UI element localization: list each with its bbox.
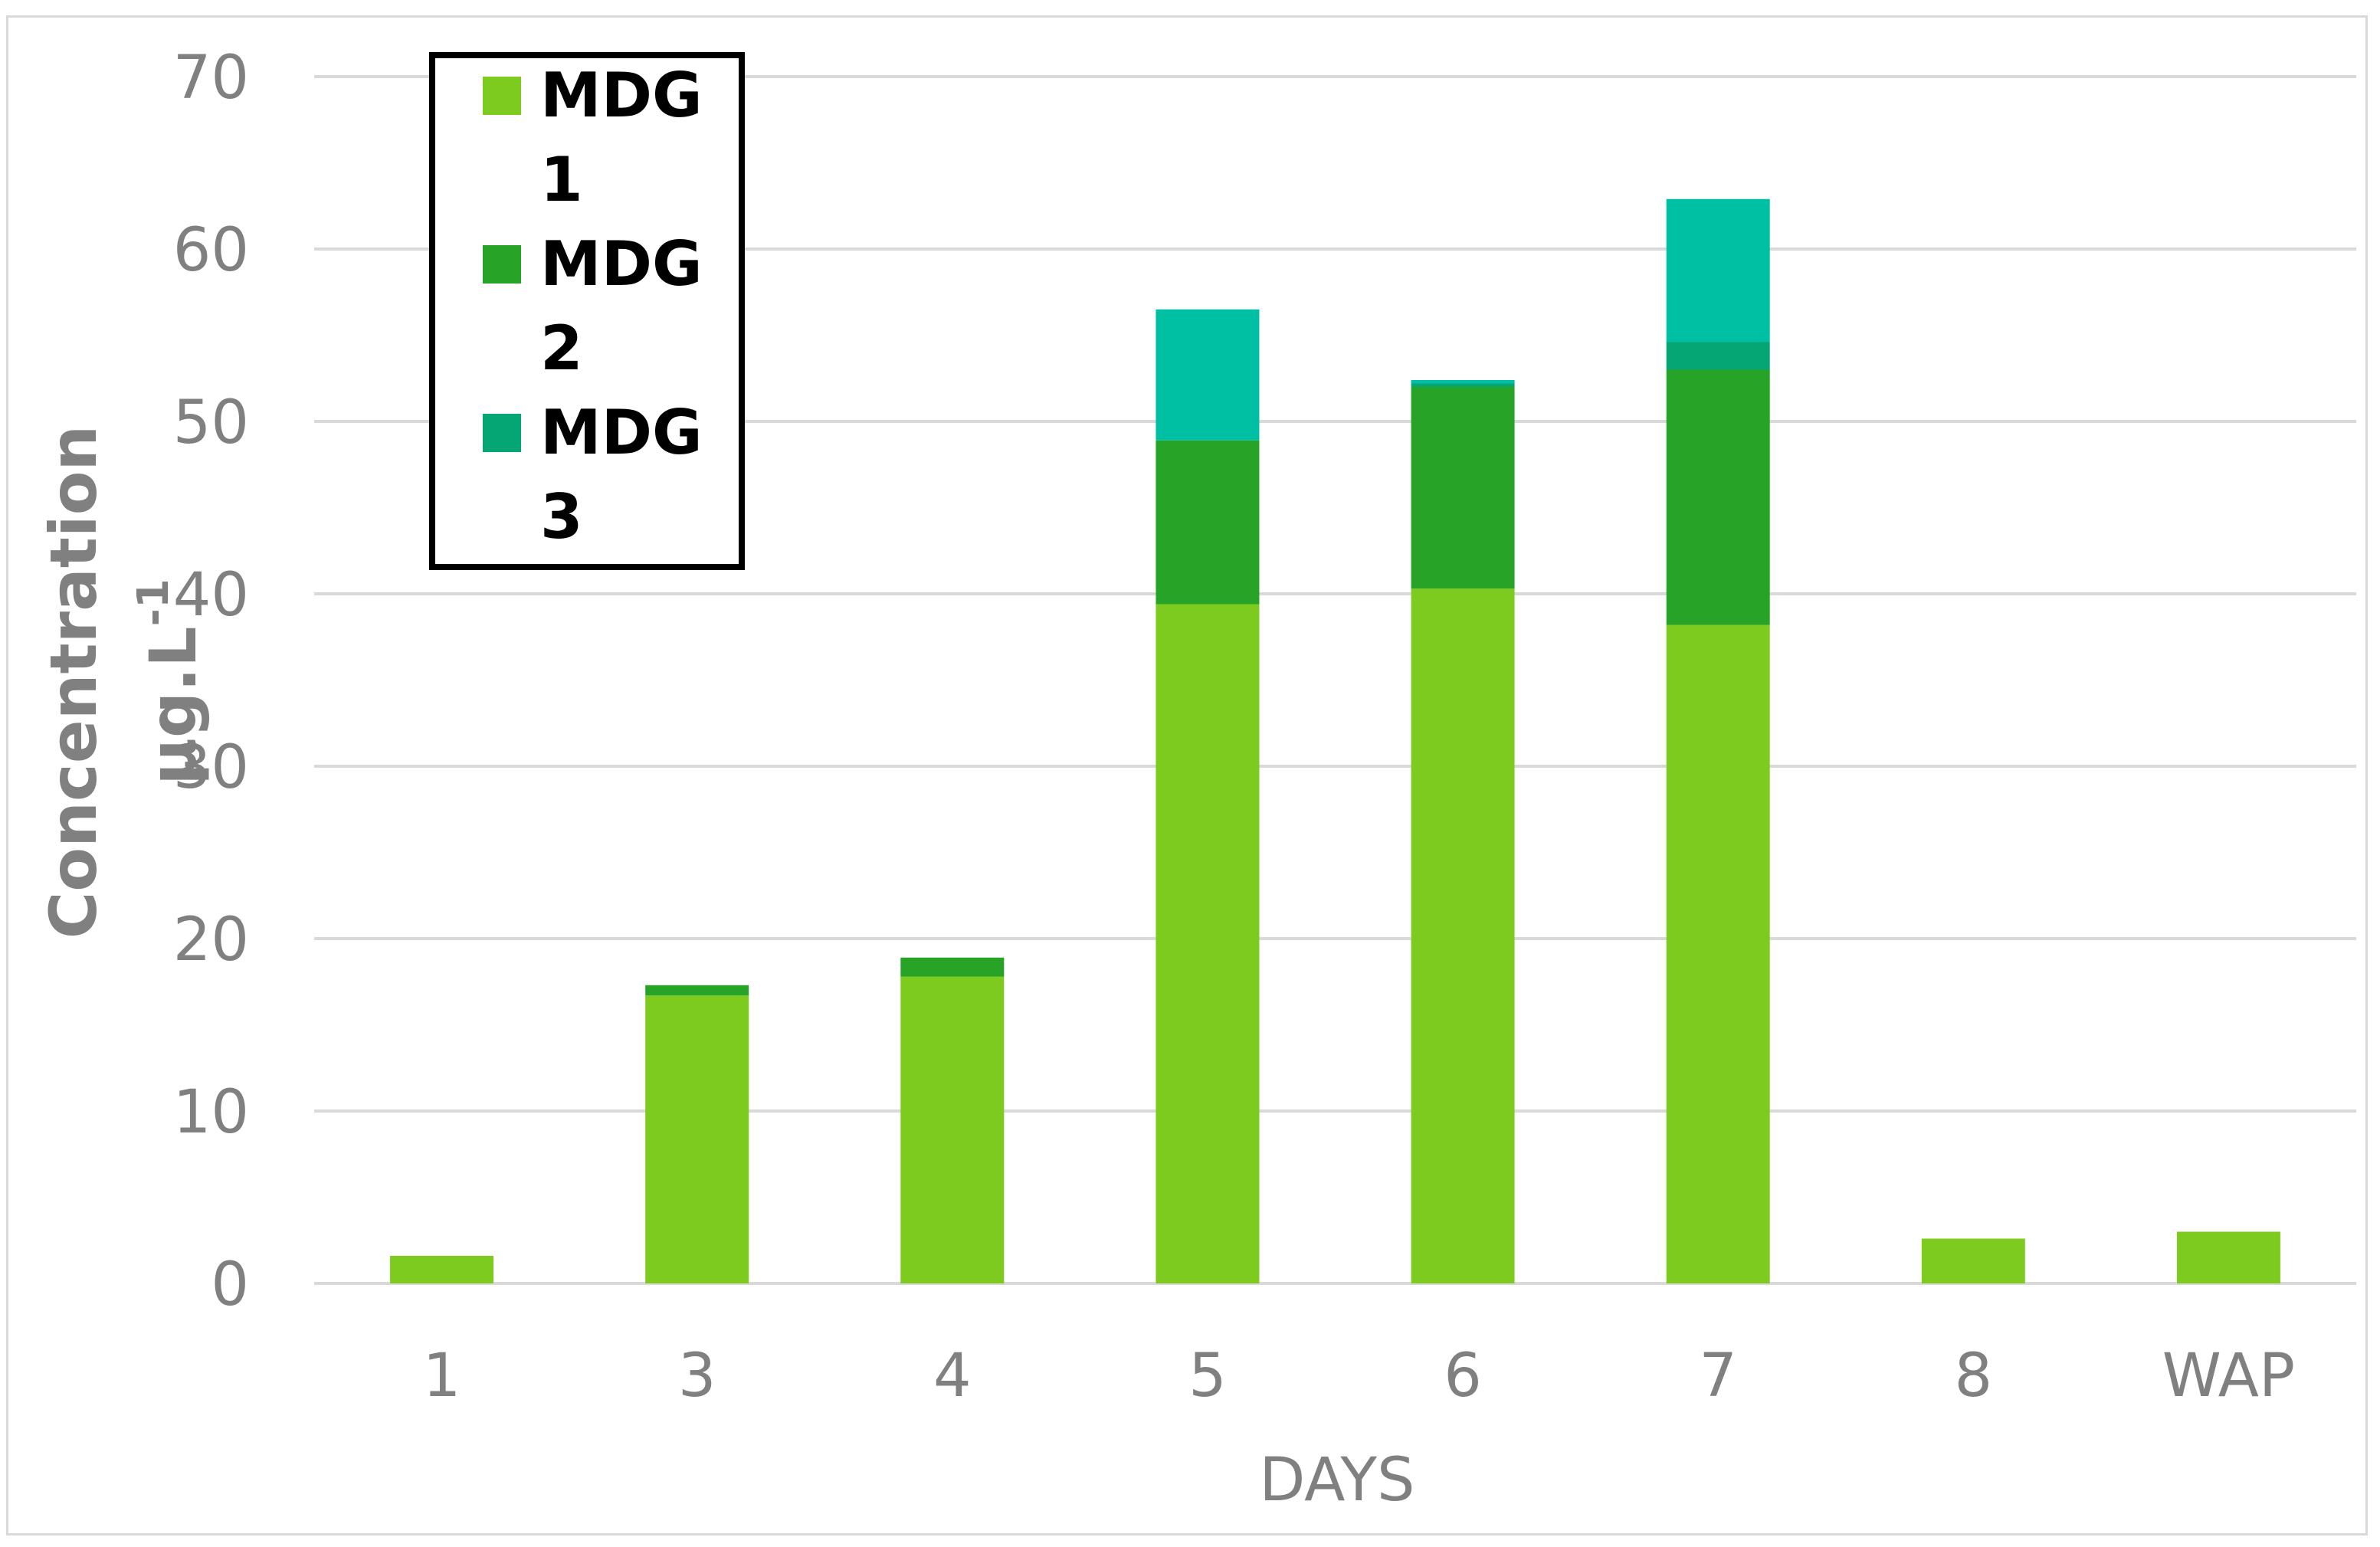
y-tick-label: 30 [173,733,249,802]
y-axis-label-superscript: -1 [129,578,179,626]
x-tick-label: WAP [2162,1342,2295,1411]
y-tick-label: 60 [173,216,249,285]
x-tick-label: 3 [678,1342,716,1411]
y-axis-label-line2: µg.L-1 [129,578,211,785]
x-tick-label: 6 [1444,1342,1482,1411]
x-axis-label: DAYS [1259,1446,1415,1515]
y-tick-label: 0 [211,1250,249,1319]
bar-segment-5-s2 [1156,440,1260,605]
bar-segment-4-s1 [900,976,1005,1283]
legend-label-1-line2: 1 [540,144,583,215]
bar-segment-6-s4 [1411,380,1515,384]
chart-frame [6,15,2368,1536]
y-axis-label-unit: µg.L [136,626,211,785]
y-axis-label-line1: Concentration [36,425,111,939]
x-tick-label: 5 [1188,1342,1227,1411]
x-tick-label: 4 [933,1342,972,1411]
bar-segment-6-s1 [1411,588,1515,1283]
bar-segment-7-s2 [1666,369,1770,625]
legend-label-2-line1: MDG [540,228,703,300]
y-tick-label: 70 [173,44,249,113]
bar-segment-5-s4 [1156,309,1260,441]
bar-segment-7-s4 [1666,198,1770,343]
y-tick-label: 10 [173,1078,249,1147]
bar-segment-7-s1 [1666,624,1770,1283]
bar-segment-6-s3 [1411,383,1515,387]
bar-segment-WAP-s1 [2176,1231,2280,1283]
y-tick-labels: 0 10 20 30 40 50 60 70 [173,44,249,1319]
legend: MDG 1 MDG 2 MDG 3 [429,52,745,570]
bar-segment-3-s1 [645,995,749,1283]
bar-segment-3-s2 [645,985,749,996]
x-tick-label: 7 [1699,1342,1737,1411]
legend-label-2-line2: 2 [540,313,583,384]
legend-label-3-line1: MDG [540,397,703,468]
legend-swatch-3 [483,414,521,452]
legend-swatch-2 [483,245,521,284]
y-tick-label: 40 [173,561,249,630]
legend-swatch-1 [483,77,521,115]
bar-segment-5-s1 [1156,604,1260,1283]
y-axis-label: Concentration µg.L-1 [36,425,211,939]
y-tick-label: 50 [173,388,249,457]
x-tick-labels: 1 3 4 5 6 7 8 WAP [423,1342,2295,1411]
bar-segment-8-s1 [1921,1238,2025,1283]
bars [390,198,2280,1283]
y-tick-label: 20 [173,906,249,975]
x-tick-label: 8 [1954,1342,1992,1411]
bar-segment-1-s1 [390,1256,494,1283]
legend-label-1-line1: MDG [540,60,703,131]
legend-box [429,52,745,570]
bar-segment-4-s2 [900,957,1005,977]
legend-label-3-line2: 3 [540,481,583,552]
bar-segment-7-s3 [1666,342,1770,370]
x-tick-label: 1 [423,1342,461,1411]
bar-segment-6-s2 [1411,387,1515,589]
